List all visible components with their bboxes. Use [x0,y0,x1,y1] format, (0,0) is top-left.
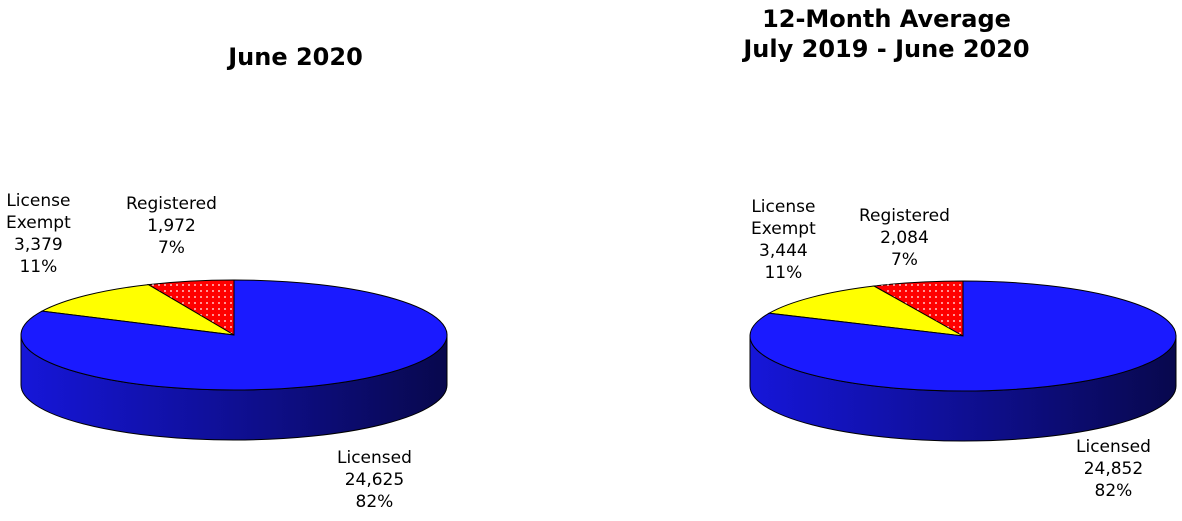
chart-title: 12-Month Average July 2019 - June 2020 [591,4,1182,64]
slice-label-licensed: Licensed 24,625 82% [337,447,412,513]
pie-slice-pattern [874,281,963,336]
pie-plot [749,280,1177,442]
pie-slice-licensed [20,279,448,391]
chart-title: June 2020 [0,42,591,72]
slice-label-license-exempt: License Exempt 3,444 11% [751,196,816,284]
slice-percent-label: 82% [355,492,394,512]
pie-plot [20,279,448,441]
slice-label-line: Registered [126,194,217,214]
slice-label-licensed: Licensed 24,852 82% [1076,436,1151,502]
slice-label-line: License [751,197,816,217]
slice-label-line: Exempt [6,213,71,233]
pie-slice-licensed [749,280,1177,392]
slice-label-registered: Registered 1,972 7% [126,193,217,259]
chart-title-line: July 2019 - June 2020 [743,35,1030,63]
slice-value-label: 3,444 [759,241,808,261]
pie-chart-june-2020: June 2020 License Exempt 3,379 11% Regis… [0,42,591,513]
slice-value-label: 24,625 [344,470,405,490]
slice-label-line: License [6,191,71,211]
slice-percent-label: 82% [1094,481,1133,501]
pie-chart-12-month-average: 12-Month Average July 2019 - June 2020 L… [591,0,1182,521]
slice-label-line: Licensed [337,448,412,468]
slice-value-label: 3,379 [14,235,63,255]
slice-percent-label: 11% [19,257,58,277]
slice-label-registered: Registered 2,084 7% [859,205,950,271]
slice-label-line: Exempt [751,219,816,239]
chart-title-line: 12-Month Average [762,5,1011,33]
slice-percent-label: 7% [157,238,185,258]
slice-label-line: Licensed [1076,437,1151,457]
pie-slice-license-exempt [40,284,235,336]
slice-percent-label: 11% [764,263,803,283]
slice-label-line: Registered [859,206,950,226]
slice-value-label: 2,084 [880,228,929,248]
slice-label-license-exempt: License Exempt 3,379 11% [6,190,71,278]
chart-title-line: June 2020 [228,43,363,71]
pie-slice-license-exempt [767,285,964,337]
slice-value-label: 24,852 [1083,459,1144,479]
slice-percent-label: 7% [890,250,918,270]
slice-value-label: 1,972 [147,216,196,236]
pie-slice-pattern [148,280,234,335]
